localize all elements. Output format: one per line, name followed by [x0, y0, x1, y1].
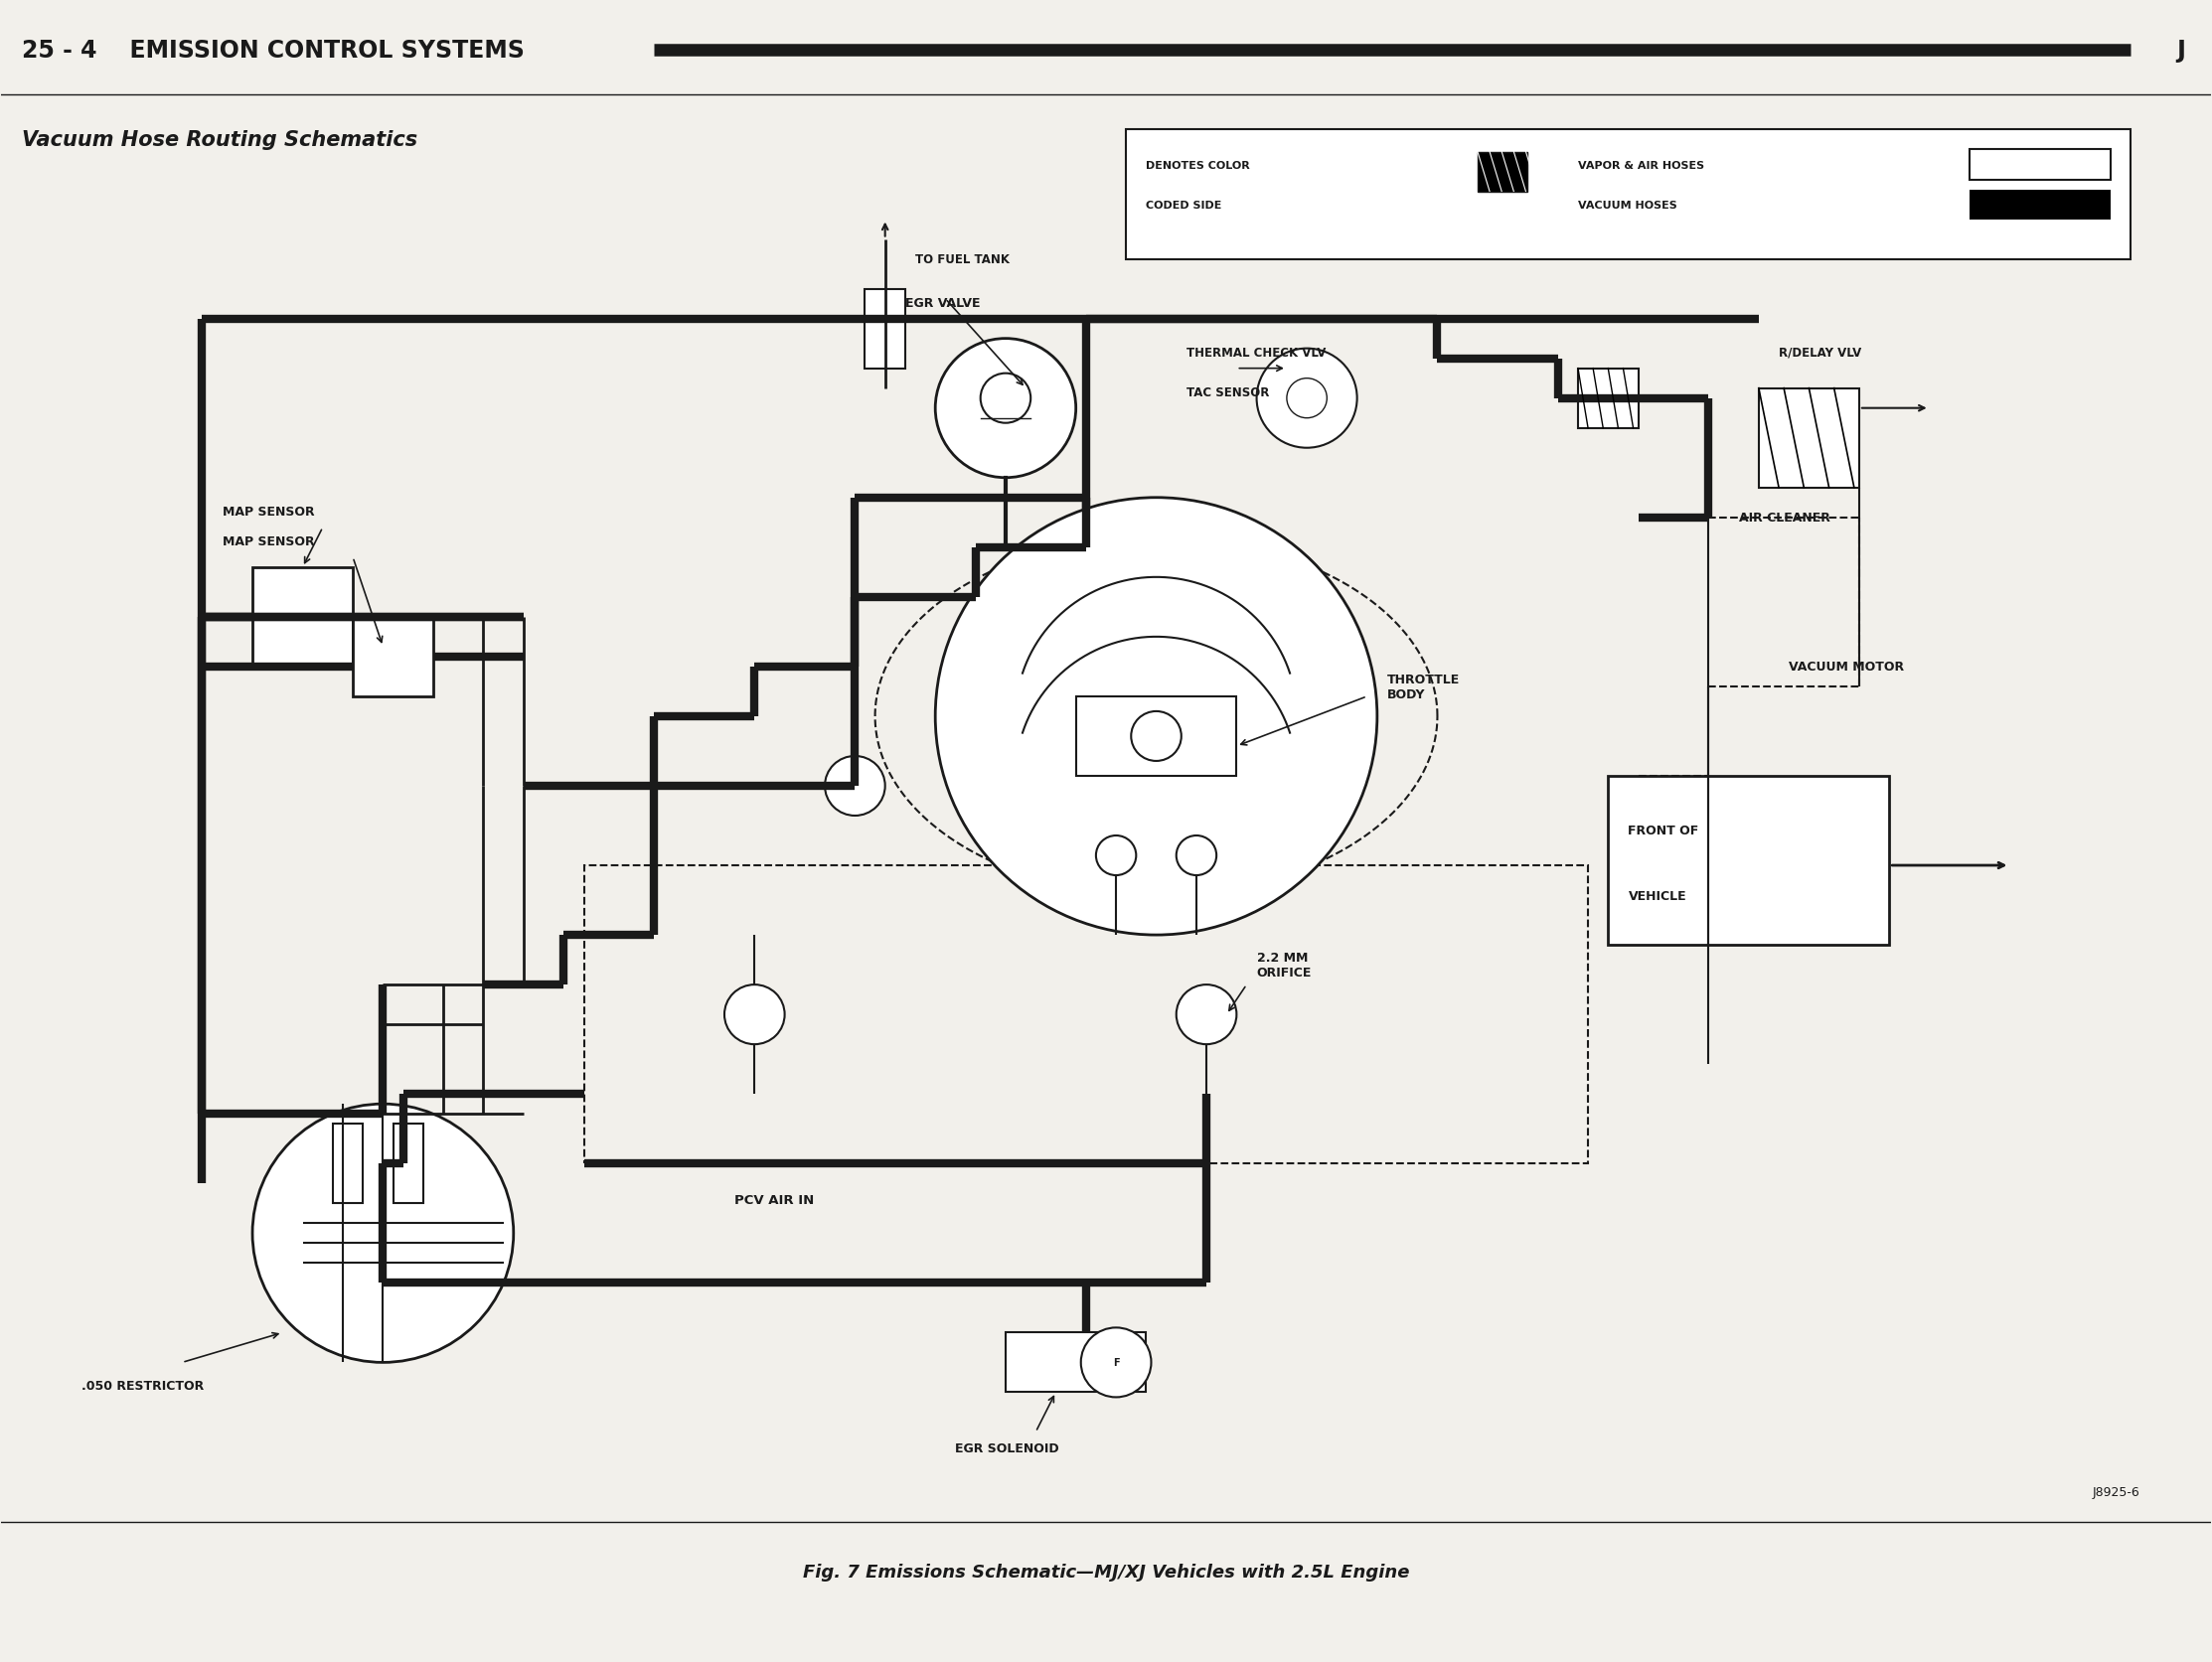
Text: EGR SOLENOID: EGR SOLENOID	[956, 1443, 1060, 1454]
Text: VACUUM MOTOR: VACUUM MOTOR	[1790, 660, 1905, 673]
Text: AIR CLEANER: AIR CLEANER	[1739, 512, 1829, 525]
Text: DENOTES COLOR: DENOTES COLOR	[1146, 160, 1250, 170]
Circle shape	[1177, 836, 1217, 876]
Text: VACUUM HOSES: VACUUM HOSES	[1577, 199, 1677, 209]
Text: VAPOR & AIR HOSES: VAPOR & AIR HOSES	[1577, 160, 1703, 170]
Bar	[1478, 153, 1528, 193]
Text: Vacuum Hose Routing Schematics: Vacuum Hose Routing Schematics	[22, 131, 418, 150]
Text: Fig. 7 Emissions Schematic—MJ/XJ Vehicles with 2.5L Engine: Fig. 7 Emissions Schematic—MJ/XJ Vehicle…	[803, 1562, 1409, 1581]
Text: VEHICLE: VEHICLE	[1628, 889, 1686, 902]
Circle shape	[1287, 379, 1327, 419]
Bar	[865, 289, 905, 369]
Circle shape	[723, 986, 785, 1045]
Text: MAP SENSOR: MAP SENSOR	[221, 535, 314, 548]
Text: CODED SIDE: CODED SIDE	[1146, 199, 1221, 209]
Bar	[1608, 776, 1889, 946]
Text: J: J	[2177, 40, 2185, 63]
Bar	[354, 617, 434, 696]
Bar	[1006, 1333, 1146, 1393]
Text: 2.2 MM
ORIFICE: 2.2 MM ORIFICE	[1256, 951, 1312, 979]
Text: F: F	[1113, 1358, 1119, 1368]
Circle shape	[1095, 836, 1137, 876]
Circle shape	[1177, 986, 1237, 1045]
Bar	[1075, 696, 1237, 776]
Circle shape	[936, 499, 1378, 936]
Bar	[1126, 131, 2130, 259]
Circle shape	[1130, 711, 1181, 761]
Bar	[1577, 369, 1639, 429]
Text: 25 - 4    EMISSION CONTROL SYSTEMS: 25 - 4 EMISSION CONTROL SYSTEMS	[22, 40, 524, 63]
Text: THROTTLE
BODY: THROTTLE BODY	[1387, 673, 1460, 701]
Bar	[332, 1124, 363, 1203]
Circle shape	[252, 1104, 513, 1363]
Bar	[394, 1124, 422, 1203]
Circle shape	[825, 756, 885, 816]
Circle shape	[1082, 1328, 1150, 1398]
Text: TAC SENSOR: TAC SENSOR	[1186, 386, 1270, 399]
Bar	[252, 568, 354, 666]
Text: TO FUEL TANK: TO FUEL TANK	[916, 253, 1009, 266]
Text: .050 RESTRICTOR: .050 RESTRICTOR	[82, 1379, 204, 1393]
Circle shape	[980, 374, 1031, 424]
Bar	[1969, 189, 2110, 219]
Text: R/DELAY VLV: R/DELAY VLV	[1778, 346, 1863, 359]
Text: MAP SENSOR: MAP SENSOR	[221, 505, 314, 519]
Bar	[584, 866, 1588, 1163]
Text: THERMAL CHECK VLV: THERMAL CHECK VLV	[1186, 346, 1325, 359]
Text: J8925-6: J8925-6	[2093, 1486, 2141, 1497]
Circle shape	[936, 339, 1075, 479]
Bar	[1759, 389, 1858, 489]
Circle shape	[1256, 349, 1356, 449]
Text: FRONT OF: FRONT OF	[1628, 824, 1699, 838]
Bar	[1969, 151, 2110, 179]
Text: EGR VALVE: EGR VALVE	[905, 296, 980, 309]
Text: PCV AIR IN: PCV AIR IN	[734, 1193, 814, 1207]
